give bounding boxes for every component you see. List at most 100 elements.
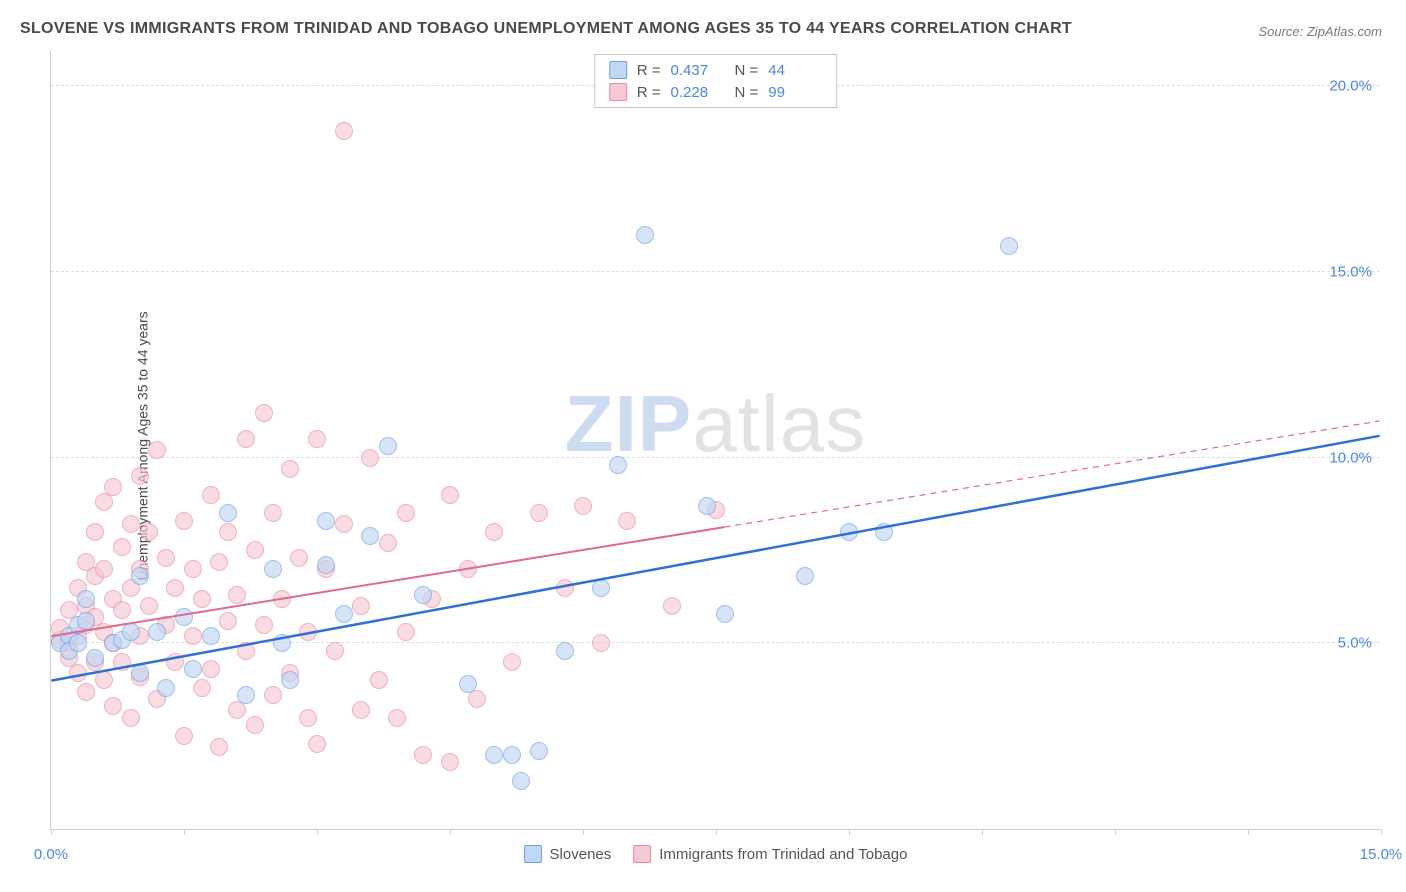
data-point-immigrants (379, 534, 397, 552)
data-point-immigrants (69, 664, 87, 682)
data-point-immigrants (202, 660, 220, 678)
series-legend: Slovenes Immigrants from Trinidad and To… (524, 845, 908, 863)
data-point-slovenes (273, 634, 291, 652)
data-point-slovenes (122, 623, 140, 641)
data-point-immigrants (193, 590, 211, 608)
data-point-immigrants (459, 560, 477, 578)
data-point-immigrants (131, 467, 149, 485)
stats-row-slovenes: R = 0.437 N = 44 (609, 59, 823, 81)
scatter-plot-area: ZIPatlas R = 0.437 N = 44 R = 0.228 N = … (50, 50, 1380, 830)
swatch-slovenes-icon (524, 845, 542, 863)
gridline (51, 271, 1380, 272)
stats-row-immigrants: R = 0.228 N = 99 (609, 81, 823, 103)
data-point-immigrants (184, 560, 202, 578)
data-point-immigrants (175, 727, 193, 745)
data-point-immigrants (273, 590, 291, 608)
data-point-immigrants (246, 716, 264, 734)
legend-item-immigrants: Immigrants from Trinidad and Tobago (633, 845, 907, 863)
swatch-immigrants-icon (633, 845, 651, 863)
data-point-immigrants (299, 709, 317, 727)
data-point-slovenes (157, 679, 175, 697)
data-point-immigrants (326, 642, 344, 660)
x-tick (51, 829, 52, 835)
data-point-slovenes (184, 660, 202, 678)
x-tick (317, 829, 318, 835)
chart-title: SLOVENE VS IMMIGRANTS FROM TRINIDAD AND … (20, 20, 1072, 38)
data-point-immigrants (95, 560, 113, 578)
data-point-slovenes (77, 612, 95, 630)
swatch-immigrants (609, 83, 627, 101)
data-point-slovenes (1000, 237, 1018, 255)
data-point-immigrants (95, 671, 113, 689)
data-point-immigrants (352, 701, 370, 719)
data-point-immigrants (104, 697, 122, 715)
legend-item-slovenes: Slovenes (524, 845, 612, 863)
data-point-immigrants (255, 404, 273, 422)
data-point-slovenes (86, 649, 104, 667)
x-tick (716, 829, 717, 835)
data-point-slovenes (219, 504, 237, 522)
data-point-slovenes (148, 623, 166, 641)
data-point-slovenes (609, 456, 627, 474)
data-point-slovenes (636, 226, 654, 244)
n-value-immigrants: 99 (768, 84, 822, 101)
data-point-immigrants (503, 653, 521, 671)
y-tick-label: 5.0% (1338, 635, 1372, 652)
data-point-immigrants (210, 738, 228, 756)
data-point-immigrants (290, 549, 308, 567)
data-point-immigrants (299, 623, 317, 641)
data-point-immigrants (441, 486, 459, 504)
data-point-slovenes (592, 579, 610, 597)
data-point-immigrants (352, 597, 370, 615)
data-point-immigrants (397, 504, 415, 522)
data-point-slovenes (485, 746, 503, 764)
data-point-immigrants (264, 686, 282, 704)
data-point-slovenes (840, 523, 858, 541)
data-point-immigrants (237, 642, 255, 660)
stats-legend: R = 0.437 N = 44 R = 0.228 N = 99 (594, 54, 838, 108)
data-point-immigrants (397, 623, 415, 641)
data-point-immigrants (148, 441, 166, 459)
data-point-immigrants (246, 541, 264, 559)
y-tick-label: 10.0% (1329, 449, 1372, 466)
y-tick-label: 20.0% (1329, 78, 1372, 95)
data-point-immigrants (308, 430, 326, 448)
data-point-slovenes (335, 605, 353, 623)
gridline (51, 457, 1380, 458)
x-tick (583, 829, 584, 835)
data-point-slovenes (530, 742, 548, 760)
data-point-slovenes (317, 512, 335, 530)
data-point-slovenes (131, 567, 149, 585)
data-point-immigrants (308, 735, 326, 753)
data-point-immigrants (414, 746, 432, 764)
data-point-immigrants (618, 512, 636, 530)
r-value-slovenes: 0.437 (671, 62, 725, 79)
data-point-immigrants (202, 486, 220, 504)
data-point-immigrants (157, 549, 175, 567)
x-tick (849, 829, 850, 835)
data-point-immigrants (592, 634, 610, 652)
data-point-slovenes (414, 586, 432, 604)
r-label: R = (637, 84, 661, 101)
x-tick (450, 829, 451, 835)
data-point-slovenes (237, 686, 255, 704)
data-point-slovenes (512, 772, 530, 790)
data-point-slovenes (796, 567, 814, 585)
data-point-immigrants (113, 601, 131, 619)
data-point-immigrants (122, 709, 140, 727)
data-point-immigrants (335, 515, 353, 533)
x-tick-label: 0.0% (34, 846, 68, 863)
data-point-slovenes (281, 671, 299, 689)
data-point-immigrants (530, 504, 548, 522)
data-point-immigrants (104, 478, 122, 496)
data-point-slovenes (556, 642, 574, 660)
x-tick (1381, 829, 1382, 835)
data-point-slovenes (202, 627, 220, 645)
x-tick (1248, 829, 1249, 835)
data-point-immigrants (361, 449, 379, 467)
data-point-slovenes (131, 664, 149, 682)
data-point-immigrants (113, 538, 131, 556)
data-point-slovenes (379, 437, 397, 455)
data-point-slovenes (698, 497, 716, 515)
x-tick (982, 829, 983, 835)
